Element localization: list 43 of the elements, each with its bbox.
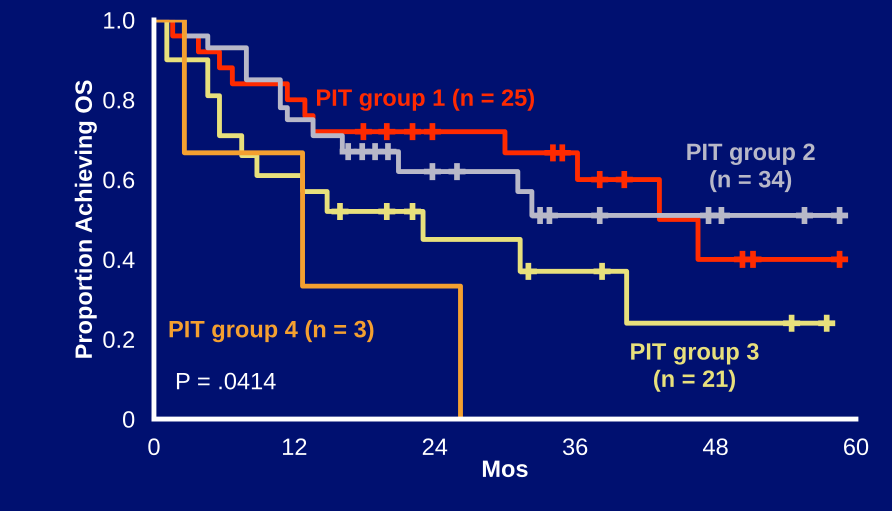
series-label: PIT group 4 (n = 3) [170, 320, 374, 342]
point [379, 143, 396, 160]
point [591, 171, 608, 188]
point [616, 171, 633, 188]
point [712, 206, 730, 224]
point [796, 206, 813, 224]
y-tick-label: 0.2 [103, 331, 134, 348]
point [591, 206, 608, 224]
point [424, 163, 441, 180]
series-label: PIT group 3 (n = 21) [631, 343, 759, 392]
point [448, 163, 466, 180]
y-tick-label: 0.4 [103, 251, 135, 268]
point [404, 202, 422, 220]
point [520, 262, 537, 280]
point [540, 206, 558, 224]
point [354, 123, 372, 140]
series-label: PIT group 2 (n = 34) [687, 144, 815, 192]
point [783, 314, 800, 332]
y-tick-label: 0.8 [103, 92, 134, 109]
x-tick-label: 0 [148, 438, 160, 456]
point [378, 123, 396, 140]
y-axis-title: Proportion Achieving OS [74, 80, 97, 358]
point [594, 262, 611, 280]
point [378, 202, 396, 220]
annotation: P = .0414 [176, 372, 276, 390]
x-tick-label: 60 [844, 438, 868, 456]
point [831, 250, 848, 268]
point [818, 314, 836, 332]
x-tick-label: 36 [562, 438, 588, 456]
x-axis-title: Mos [482, 460, 528, 478]
point [831, 206, 848, 224]
point [331, 202, 348, 220]
point [424, 123, 441, 140]
y-tick-label: 1.0 [104, 12, 134, 29]
y-tick-label: 0.6 [103, 172, 134, 188]
x-tick-label: 12 [283, 438, 306, 455]
point [744, 250, 762, 268]
point [404, 123, 422, 140]
x-tick-label: 24 [422, 438, 448, 455]
y-tick-label: 0 [123, 411, 134, 428]
point [554, 144, 571, 162]
x-tick-label: 48 [702, 438, 728, 456]
series-label: PIT group 1 (n = 25) [317, 88, 534, 111]
